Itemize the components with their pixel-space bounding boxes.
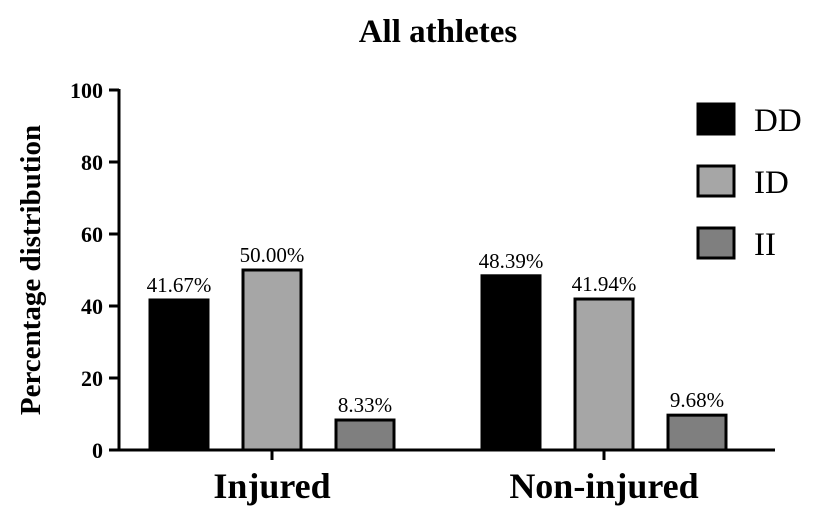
axes: 0 20 40 60 80 100 Injured Non-injured [70,78,775,506]
bar-dd-non-injured [480,274,542,452]
data-label: 41.67% [147,273,212,297]
legend-label-id: ID [754,165,789,201]
y-tick-label: 60 [81,222,103,247]
legend-swatch-dd [696,102,736,136]
bar-id-injured [241,268,303,452]
bar-id-non-injured [573,297,635,452]
bar-ii-non-injured [666,413,728,452]
bar-dd-injured [148,298,210,452]
y-tick-label: 20 [81,366,103,391]
y-tick-label: 40 [81,294,103,319]
bar-ii-injured [334,418,396,452]
legend: DD ID II [696,102,802,263]
data-label: 50.00% [240,243,305,267]
legend-swatch-ii [696,226,736,260]
y-tick-label: 100 [70,78,103,103]
data-label: 8.33% [338,393,392,417]
legend-swatch-id [696,164,736,198]
x-category-label: Injured [213,466,330,506]
data-label: 41.94% [572,272,637,296]
y-tick-label: 80 [81,150,103,175]
data-label: 48.39% [479,249,544,273]
y-tick-label: 0 [92,438,103,463]
y-axis-label: Percentage distribution [15,125,47,415]
bars: 41.67% 50.00% 8.33% 48.39% 41.94% 9.68% [147,243,728,452]
x-category-label: Non-injured [509,466,698,506]
legend-label-dd: DD [754,103,802,139]
legend-label-ii: II [754,227,776,263]
data-label: 9.68% [670,388,724,412]
chart-title: All athletes [359,14,518,50]
